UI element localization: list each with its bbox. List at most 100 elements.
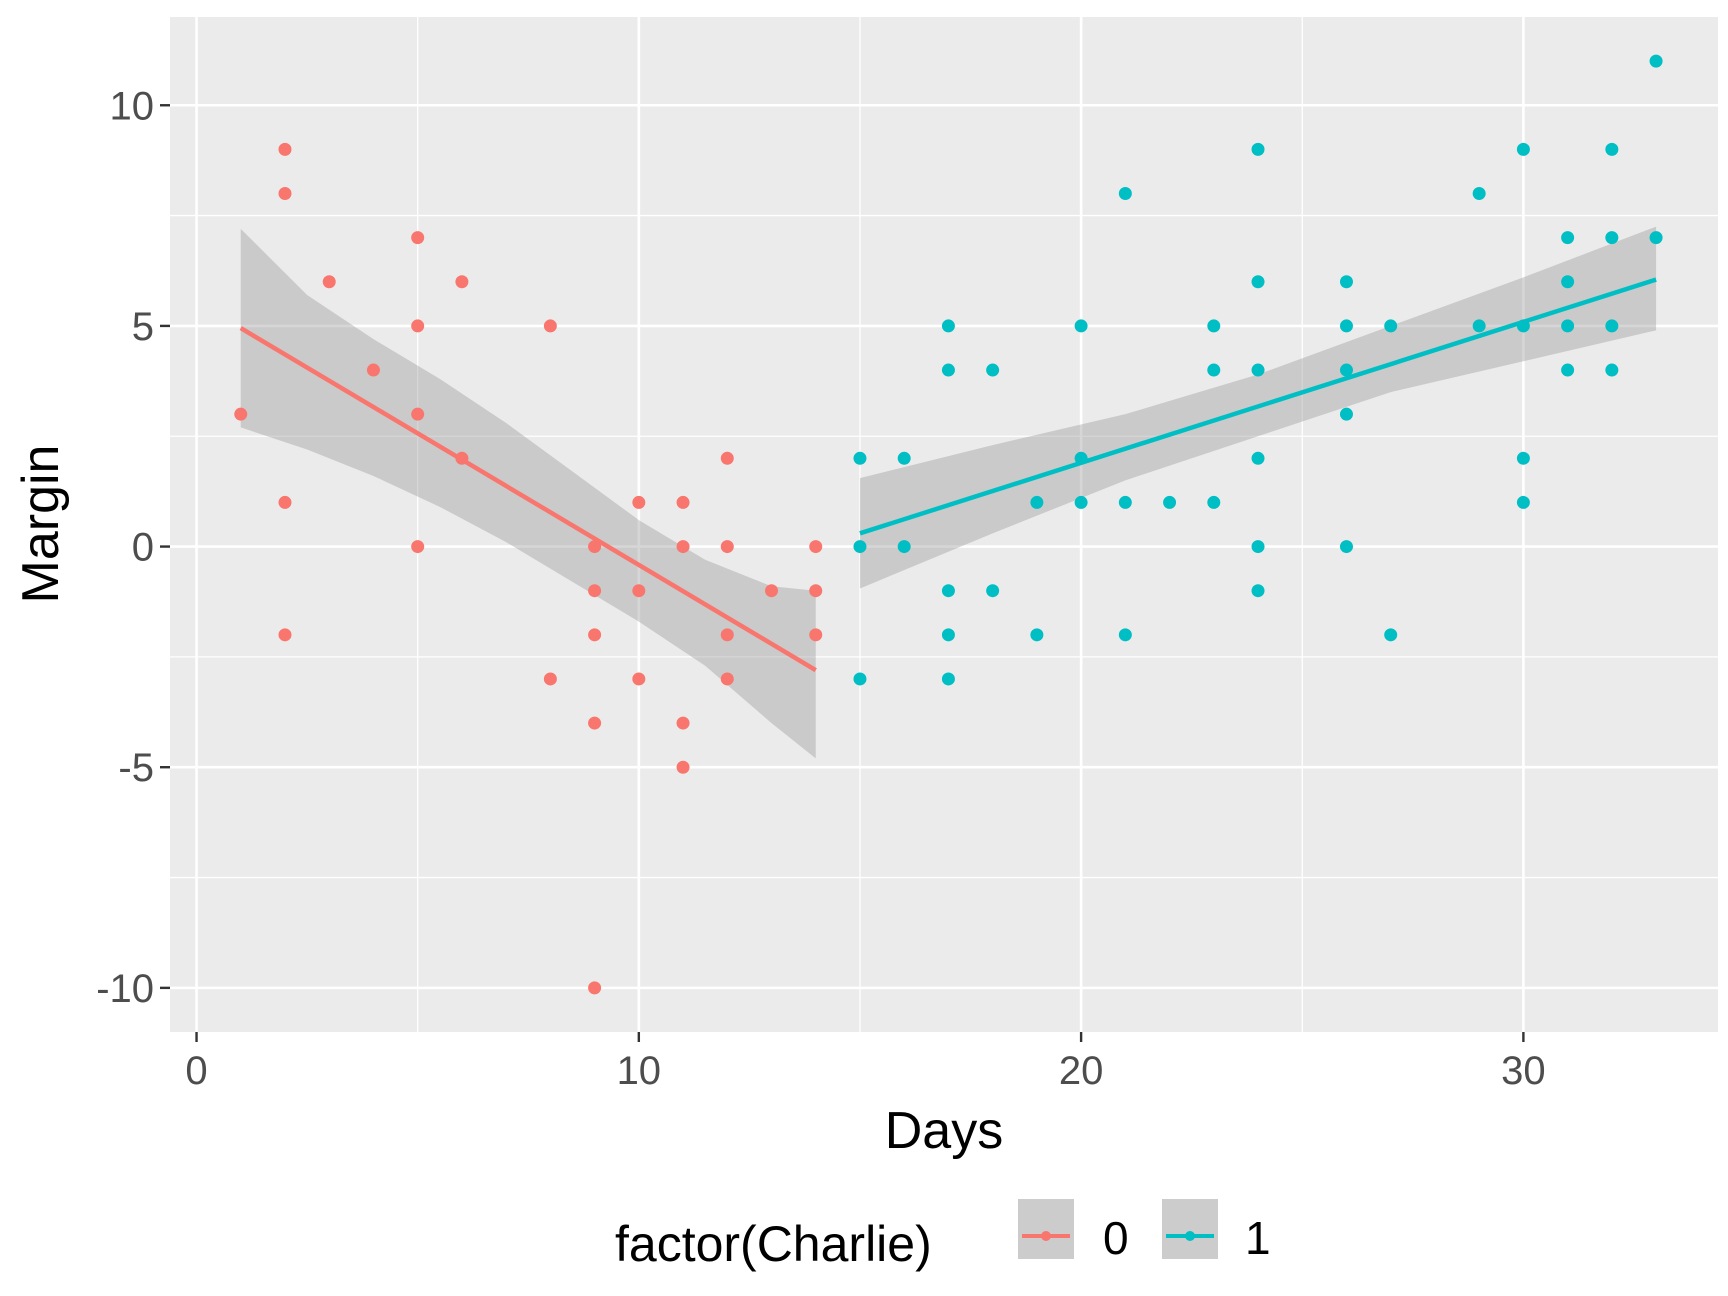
data-point-1 xyxy=(986,363,1000,377)
data-point-1 xyxy=(1605,231,1619,245)
data-point-1 xyxy=(1384,319,1398,333)
data-point-0 xyxy=(278,142,292,156)
data-point-0 xyxy=(588,584,602,598)
data-point-0 xyxy=(720,672,734,686)
data-point-0 xyxy=(588,716,602,730)
y-tick-label: 10 xyxy=(110,84,155,128)
data-point-0 xyxy=(322,275,336,289)
fit-line-1 xyxy=(859,277,1657,536)
data-point-1 xyxy=(1251,275,1265,289)
legend-key-0-bg xyxy=(1018,1199,1074,1259)
y-tick-label: 0 xyxy=(132,526,154,570)
data-point-0 xyxy=(588,981,602,995)
legend-key-1-dot xyxy=(1185,1231,1195,1241)
data-point-1 xyxy=(941,363,955,377)
data-point-1 xyxy=(1251,142,1265,156)
data-point-1 xyxy=(897,540,911,554)
data-point-0 xyxy=(278,628,292,642)
data-point-1 xyxy=(1339,363,1353,377)
data-point-1 xyxy=(1561,363,1575,377)
data-point-0 xyxy=(278,187,292,201)
data-point-1 xyxy=(1605,363,1619,377)
data-point-1 xyxy=(853,672,867,686)
data-point-1 xyxy=(1339,275,1353,289)
legend-title: factor(Charlie) xyxy=(615,1216,932,1272)
confidence-band-0 xyxy=(240,228,816,759)
legend-key-1-bg xyxy=(1162,1199,1218,1259)
data-point-0 xyxy=(588,628,602,642)
y-tick-label: -5 xyxy=(118,746,154,790)
data-point-0 xyxy=(455,275,469,289)
data-point-0 xyxy=(411,540,425,554)
data-point-0 xyxy=(411,231,425,245)
data-point-1 xyxy=(1561,275,1575,289)
data-point-1 xyxy=(1472,319,1486,333)
plot-panel xyxy=(170,17,1718,1032)
data-point-0 xyxy=(809,628,823,642)
data-point-1 xyxy=(1251,451,1265,465)
data-point-1 xyxy=(853,451,867,465)
data-point-0 xyxy=(234,407,248,421)
data-point-1 xyxy=(1163,495,1177,509)
data-point-0 xyxy=(366,363,380,377)
data-point-0 xyxy=(809,584,823,598)
data-point-1 xyxy=(1118,628,1132,642)
legend-key-0 xyxy=(1018,1199,1074,1259)
data-point-1 xyxy=(853,540,867,554)
data-point-1 xyxy=(1516,451,1530,465)
data-point-1 xyxy=(1561,231,1575,245)
fit-lines xyxy=(239,277,1657,673)
data-point-0 xyxy=(720,540,734,554)
data-point-0 xyxy=(765,584,779,598)
x-tick-label: 20 xyxy=(1059,1049,1104,1093)
data-point-1 xyxy=(1516,495,1530,509)
data-point-1 xyxy=(1030,495,1044,509)
data-point-1 xyxy=(897,451,911,465)
data-point-0 xyxy=(543,319,557,333)
data-point-1 xyxy=(1339,540,1353,554)
data-point-1 xyxy=(1030,628,1044,642)
data-point-0 xyxy=(632,495,646,509)
legend-key-0-dot xyxy=(1041,1231,1051,1241)
data-point-0 xyxy=(676,495,690,509)
data-point-0 xyxy=(632,584,646,598)
data-point-0 xyxy=(543,672,557,686)
data-point-1 xyxy=(1207,319,1221,333)
data-point-1 xyxy=(1118,495,1132,509)
data-point-0 xyxy=(278,495,292,509)
data-point-1 xyxy=(1074,319,1088,333)
legend-label-0: 0 xyxy=(1103,1212,1129,1264)
data-point-1 xyxy=(1605,319,1619,333)
data-point-1 xyxy=(941,319,955,333)
y-tick-label: 5 xyxy=(132,305,154,349)
data-point-1 xyxy=(1649,54,1663,68)
data-point-1 xyxy=(1207,363,1221,377)
data-point-0 xyxy=(676,716,690,730)
minor-gridlines xyxy=(170,17,1718,1032)
data-point-1 xyxy=(1251,363,1265,377)
data-point-1 xyxy=(1605,142,1619,156)
x-axis-ticks: 0 10 20 30 xyxy=(185,1032,1546,1093)
x-tick-label: 0 xyxy=(185,1049,207,1093)
data-point-1 xyxy=(941,628,955,642)
data-point-1 xyxy=(1472,187,1486,201)
data-point-1 xyxy=(941,672,955,686)
data-point-0 xyxy=(676,760,690,774)
data-point-0 xyxy=(588,540,602,554)
data-point-1 xyxy=(1251,540,1265,554)
fit-line-0 xyxy=(239,326,817,673)
legend: factor(Charlie) 0 1 xyxy=(615,1199,1271,1272)
x-tick-label: 10 xyxy=(617,1049,662,1093)
data-point-1 xyxy=(1649,231,1663,245)
y-axis-ticks: -10 -5 0 5 10 xyxy=(96,84,170,1011)
legend-key-1 xyxy=(1162,1199,1218,1259)
data-point-1 xyxy=(1561,319,1575,333)
data-point-1 xyxy=(1516,142,1530,156)
y-tick-label: -10 xyxy=(96,967,154,1011)
data-point-1 xyxy=(1251,584,1265,598)
data-point-0 xyxy=(411,407,425,421)
x-axis-title: Days xyxy=(885,1102,1003,1160)
data-point-0 xyxy=(720,628,734,642)
data-point-1 xyxy=(1118,187,1132,201)
data-point-1 xyxy=(1384,628,1398,642)
